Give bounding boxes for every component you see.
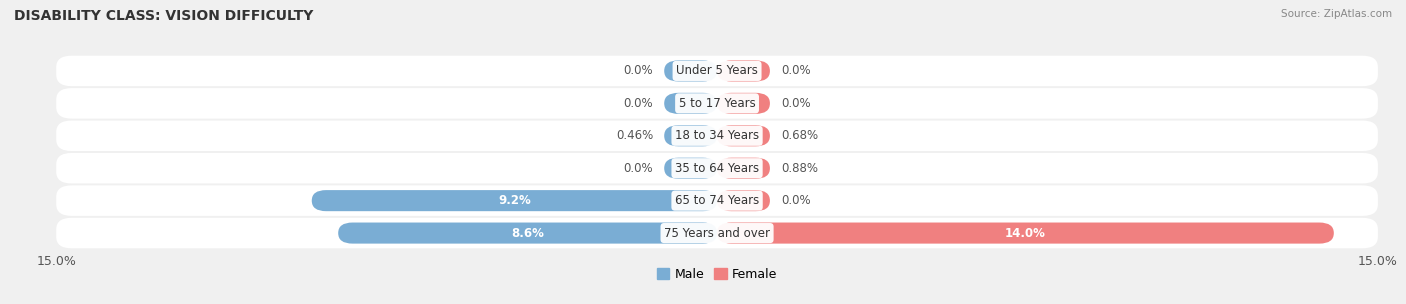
Text: 0.0%: 0.0% [780,64,811,78]
Text: 0.68%: 0.68% [780,129,818,142]
Text: DISABILITY CLASS: VISION DIFFICULTY: DISABILITY CLASS: VISION DIFFICULTY [14,9,314,23]
FancyBboxPatch shape [56,56,1378,86]
FancyBboxPatch shape [717,60,770,81]
Text: Source: ZipAtlas.com: Source: ZipAtlas.com [1281,9,1392,19]
Text: 8.6%: 8.6% [512,226,544,240]
Text: 0.0%: 0.0% [780,97,811,110]
FancyBboxPatch shape [56,185,1378,216]
FancyBboxPatch shape [664,125,717,146]
Text: 0.0%: 0.0% [623,97,654,110]
FancyBboxPatch shape [664,93,717,114]
FancyBboxPatch shape [717,223,1334,244]
Text: 75 Years and over: 75 Years and over [664,226,770,240]
FancyBboxPatch shape [339,223,717,244]
FancyBboxPatch shape [664,158,717,179]
Text: 5 to 17 Years: 5 to 17 Years [679,97,755,110]
Legend: Male, Female: Male, Female [652,263,782,286]
FancyBboxPatch shape [664,60,717,81]
Text: 65 to 74 Years: 65 to 74 Years [675,194,759,207]
Text: 0.0%: 0.0% [780,194,811,207]
Text: Under 5 Years: Under 5 Years [676,64,758,78]
FancyBboxPatch shape [717,125,770,146]
Text: 18 to 34 Years: 18 to 34 Years [675,129,759,142]
Text: 0.46%: 0.46% [616,129,654,142]
FancyBboxPatch shape [717,93,770,114]
FancyBboxPatch shape [56,121,1378,151]
FancyBboxPatch shape [717,158,770,179]
FancyBboxPatch shape [56,153,1378,183]
FancyBboxPatch shape [56,88,1378,119]
FancyBboxPatch shape [56,218,1378,248]
Text: 0.88%: 0.88% [780,162,818,175]
FancyBboxPatch shape [312,190,717,211]
Text: 0.0%: 0.0% [623,162,654,175]
Text: 9.2%: 9.2% [498,194,531,207]
FancyBboxPatch shape [717,190,770,211]
Text: 14.0%: 14.0% [1005,226,1046,240]
Text: 0.0%: 0.0% [623,64,654,78]
Text: 35 to 64 Years: 35 to 64 Years [675,162,759,175]
